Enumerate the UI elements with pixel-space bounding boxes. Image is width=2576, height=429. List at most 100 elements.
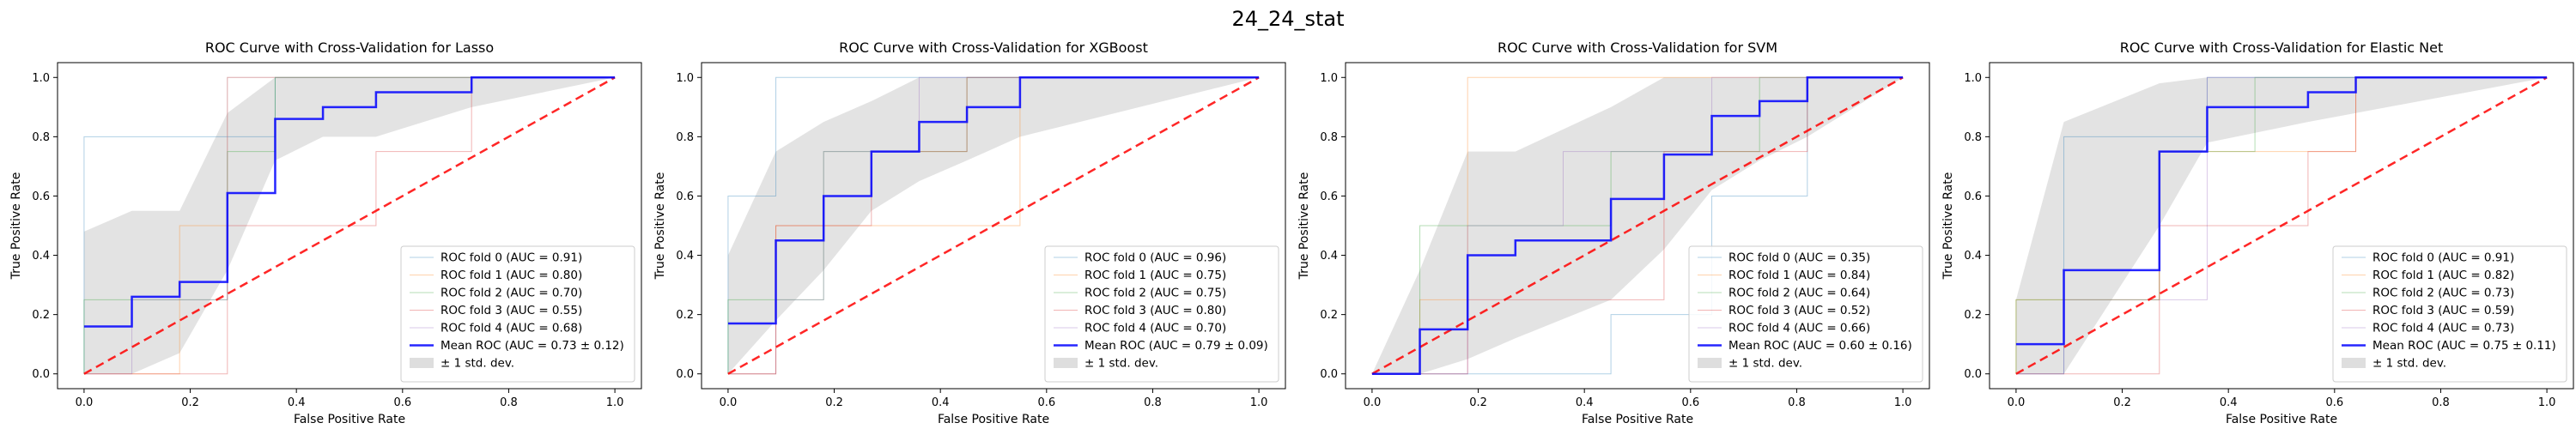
mean-roc-line: [83, 76, 616, 328]
y-tick-label: 0.4: [1964, 250, 1982, 263]
axes-frame: [1989, 62, 2574, 390]
legend-box: [400, 245, 635, 383]
y-axis-label: True Positive Rate: [1297, 172, 1311, 281]
y-tick-label: 0.8: [1964, 131, 1982, 144]
legend-label-band: ± 1 std. dev.: [440, 357, 514, 371]
legend-label-fold-4: ROC fold 4 (AUC = 0.68): [440, 322, 582, 335]
x-tick-label: 0.6: [2325, 396, 2343, 409]
legend-label-fold-0: ROC fold 0 (AUC = 0.35): [1728, 251, 1870, 265]
legend-label-fold-0: ROC fold 0 (AUC = 0.91): [2372, 251, 2514, 265]
legend-box: [2332, 245, 2567, 383]
legend-label-fold-1: ROC fold 1 (AUC = 0.82): [2372, 269, 2514, 282]
roc-fold-0-line: [2015, 76, 2548, 375]
legend-label-mean: Mean ROC (AUC = 0.75 ± 0.11): [2372, 339, 2556, 353]
y-tick-label: 0.2: [32, 309, 50, 322]
y-tick-label: 0.0: [32, 368, 50, 381]
x-axis-label: False Positive Rate: [938, 413, 1049, 426]
x-tick-label: 0.4: [2220, 396, 2238, 409]
x-tick-label: 0.8: [1788, 396, 1806, 409]
legend-label-fold-3: ROC fold 3 (AUC = 0.59): [2372, 304, 2514, 317]
x-tick-label: 0.0: [720, 396, 738, 409]
mean-roc-line: [2015, 76, 2548, 346]
panel-title: ROC Curve with Cross-Validation for Elas…: [2120, 39, 2444, 56]
x-tick-label: 1.0: [2538, 396, 2556, 409]
y-tick-label: 0.6: [676, 190, 694, 203]
y-axis-label: True Positive Rate: [1941, 172, 1955, 281]
roc-fold-4-line: [2015, 76, 2548, 375]
x-tick-label: 0.6: [1037, 396, 1055, 409]
x-tick-label: 1.0: [606, 396, 624, 409]
legend: ROC fold 0 (AUC = 0.91) ROC fold 1 (AUC =…: [400, 245, 635, 383]
legend-label-fold-2: ROC fold 2 (AUC = 0.70): [440, 287, 582, 300]
panel-title: ROC Curve with Cross-Validation for SVM: [1498, 39, 1777, 56]
x-tick-label: 0.2: [2113, 396, 2131, 409]
y-tick-label: 1.0: [32, 72, 50, 85]
legend: ROC fold 0 (AUC = 0.91) ROC fold 1 (AUC =…: [2332, 245, 2567, 383]
x-tick-label: 1.0: [1250, 396, 1268, 409]
y-tick-label: 1.0: [1964, 72, 1982, 85]
legend-label-mean: Mean ROC (AUC = 0.73 ± 0.12): [440, 339, 624, 353]
y-tick-label: 0.0: [1320, 368, 1338, 381]
y-tick-label: 1.0: [1320, 72, 1338, 85]
legend-label-mean: Mean ROC (AUC = 0.60 ± 0.16): [1728, 339, 1912, 353]
legend-label-fold-2: ROC fold 2 (AUC = 0.64): [1728, 287, 1870, 300]
std-dev-band: [727, 77, 1260, 374]
y-tick-label: 0.0: [1964, 368, 1982, 381]
legend-label-fold-0: ROC fold 0 (AUC = 0.96): [1084, 251, 1226, 265]
legend-label-fold-2: ROC fold 2 (AUC = 0.75): [1084, 287, 1226, 300]
legend-label-fold-4: ROC fold 4 (AUC = 0.73): [2372, 322, 2514, 335]
panel-title: ROC Curve with Cross-Validation for XGBo…: [839, 39, 1148, 56]
legend: ROC fold 0 (AUC = 0.35) ROC fold 1 (AUC =…: [1688, 245, 1923, 383]
roc-panel-2: ROC Curve with Cross-Validation for SVM 0…: [1297, 39, 1930, 426]
x-tick-label: 0.8: [500, 396, 518, 409]
y-tick-label: 0.6: [1320, 190, 1338, 203]
x-tick-label: 0.2: [825, 396, 843, 409]
y-tick-label: 0.8: [1320, 131, 1338, 144]
y-tick-label: 0.6: [1964, 190, 1982, 203]
roc-fold-2-line: [83, 76, 616, 374]
legend-label-fold-3: ROC fold 3 (AUC = 0.52): [1728, 304, 1870, 317]
x-tick-label: 0.2: [181, 396, 199, 409]
y-tick-label: 0.6: [32, 190, 50, 203]
legend-label-fold-3: ROC fold 3 (AUC = 0.55): [440, 304, 582, 317]
std-dev-band: [2015, 77, 2548, 374]
roc-fold-2-line: [727, 76, 1260, 374]
chance-line: [727, 76, 1260, 375]
y-tick-label: 1.0: [676, 72, 694, 85]
legend-swatch-band: [1054, 358, 1078, 368]
x-tick-label: 0.8: [1144, 396, 1162, 409]
y-axis-label: True Positive Rate: [653, 172, 667, 281]
y-tick-label: 0.8: [676, 131, 694, 144]
axes-frame: [1345, 62, 1930, 390]
y-axis-label: True Positive Rate: [9, 172, 23, 281]
legend-label-fold-4: ROC fold 4 (AUC = 0.66): [1728, 322, 1870, 335]
x-tick-label: 0.4: [932, 396, 950, 409]
legend-label-fold-4: ROC fold 4 (AUC = 0.70): [1084, 322, 1226, 335]
y-tick-label: 0.4: [676, 250, 694, 263]
legend-label-fold-1: ROC fold 1 (AUC = 0.84): [1728, 269, 1870, 282]
x-tick-label: 0.6: [393, 396, 411, 409]
legend-swatch-band: [410, 358, 434, 368]
x-tick-label: 0.0: [76, 396, 94, 409]
chance-line: [1371, 76, 1904, 375]
legend-label-fold-1: ROC fold 1 (AUC = 0.80): [440, 269, 582, 282]
roc-fold-4-line: [1371, 76, 1904, 375]
y-tick-label: 0.2: [676, 309, 694, 322]
x-tick-label: 0.0: [2008, 396, 2026, 409]
roc-fold-1-line: [83, 76, 616, 375]
x-tick-label: 0.2: [1469, 396, 1487, 409]
y-tick-label: 0.0: [676, 368, 694, 381]
x-axis-label: False Positive Rate: [294, 413, 405, 426]
x-tick-label: 0.4: [1576, 396, 1594, 409]
roc-panel-3: ROC Curve with Cross-Validation for Elas…: [1941, 39, 2574, 426]
legend: ROC fold 0 (AUC = 0.96) ROC fold 1 (AUC =…: [1044, 245, 1279, 383]
x-tick-label: 0.4: [288, 396, 306, 409]
legend-label-fold-2: ROC fold 2 (AUC = 0.73): [2372, 287, 2514, 300]
x-axis-label: False Positive Rate: [2226, 413, 2337, 426]
y-tick-label: 0.2: [1320, 309, 1338, 322]
figure-title: 24_24_stat: [1231, 7, 1344, 31]
y-tick-label: 0.2: [1964, 309, 1982, 322]
roc-fold-4-line: [83, 76, 616, 375]
legend-label-fold-3: ROC fold 3 (AUC = 0.80): [1084, 304, 1226, 317]
